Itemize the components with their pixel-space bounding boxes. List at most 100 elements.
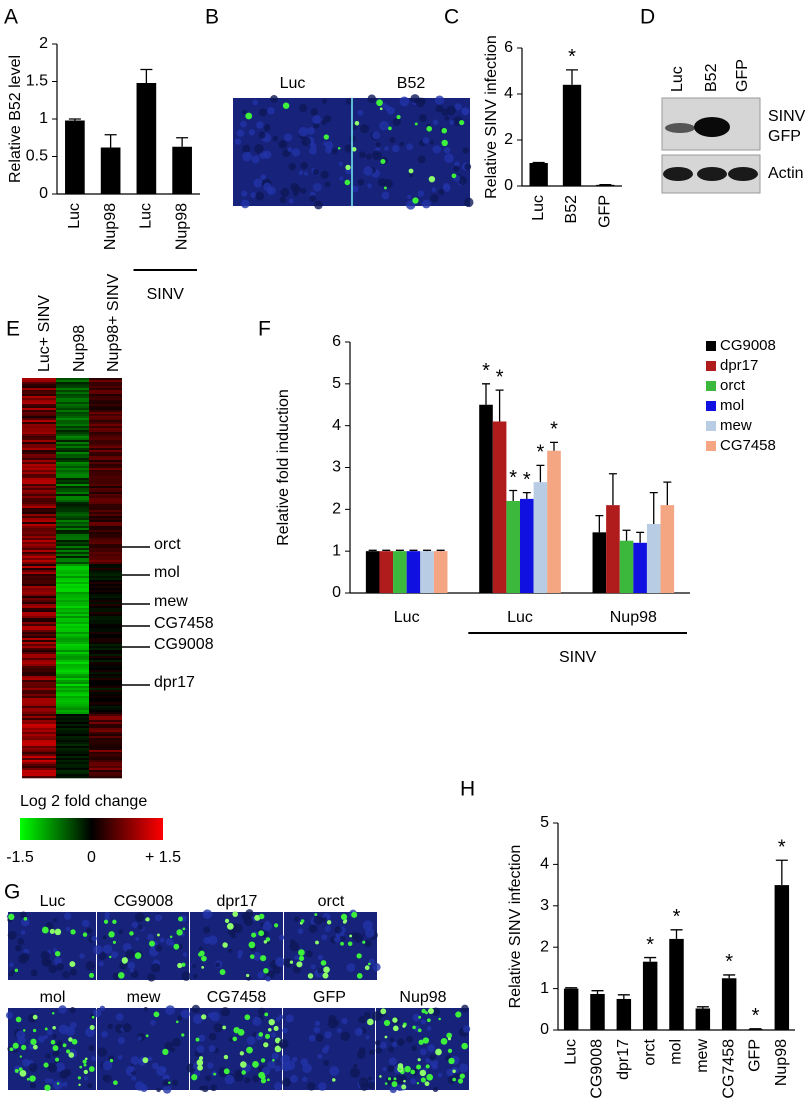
error-bar (104, 134, 117, 148)
nucleus (131, 921, 138, 928)
heatmap-cell (89, 686, 122, 689)
heatmap-cell (56, 568, 89, 571)
nucleus (449, 119, 455, 126)
infected-cell (50, 1039, 56, 1045)
heatmap-cell (22, 744, 56, 747)
heatmap-cell (22, 764, 56, 767)
nucleus (351, 185, 359, 193)
nucleus (299, 103, 308, 113)
heatmap-cell (56, 446, 89, 449)
nucleus (317, 954, 324, 961)
nucleus (122, 1023, 132, 1033)
heatmap-cell (89, 578, 122, 581)
heatmap-cell (56, 560, 89, 563)
x-tick-label: Nup98 (102, 203, 119, 250)
nucleus (430, 140, 435, 145)
heatmap-cell (89, 682, 122, 685)
nucleus (346, 963, 356, 972)
infected-cell (182, 927, 186, 931)
infected-cell (224, 918, 230, 923)
nucleus (430, 193, 439, 203)
nucleus (349, 1067, 360, 1078)
heatmap-cell (89, 520, 122, 523)
nucleus (11, 969, 16, 974)
x-tick-label: Luc (394, 609, 420, 626)
heatmap-cell (56, 724, 89, 727)
infected-cell (23, 916, 28, 921)
heatmap-cell (89, 404, 122, 407)
heatmap-cell (22, 602, 56, 605)
infected-cell (457, 1078, 464, 1084)
bar (590, 993, 605, 1030)
infected-cell (41, 926, 49, 934)
heatmap-cell (89, 748, 122, 751)
heatmap-cell (89, 382, 122, 385)
nucleus (240, 120, 247, 128)
gene-label: CG7458 (154, 615, 214, 632)
nucleus (165, 1005, 176, 1016)
image-label: GFP (313, 989, 346, 1006)
heatmap-cell (56, 676, 89, 679)
nucleus (245, 909, 254, 918)
heatmap-cell (56, 584, 89, 587)
heatmap-cell (56, 518, 89, 521)
infected-cell (70, 929, 76, 935)
nucleus (408, 173, 413, 178)
nucleus (99, 1005, 106, 1011)
heatmap-cell (89, 652, 122, 655)
heatmap-cell (22, 472, 56, 475)
heatmap-cell (22, 546, 56, 549)
heatmap-cell (22, 676, 56, 679)
heatmap-cell (22, 622, 56, 625)
nucleus (115, 1013, 124, 1021)
nucleus (313, 122, 320, 129)
infected-cell (30, 1038, 37, 1045)
heatmap-cell (22, 404, 56, 407)
heatmap-cell (56, 448, 89, 451)
heatmap-cell (22, 452, 56, 455)
heatmap-cell (56, 502, 89, 505)
heatmap-cell (22, 558, 56, 561)
heatmap-cell (56, 492, 89, 495)
heatmap-cell (89, 636, 122, 639)
heatmap-cell (56, 758, 89, 761)
nucleus (165, 938, 174, 946)
nucleus (379, 1041, 387, 1049)
heatmap-cell (22, 690, 56, 693)
heatmap-cell (89, 396, 122, 399)
heatmap-cell (89, 766, 122, 769)
infected-cell (384, 1082, 388, 1085)
heatmap-cell (89, 464, 122, 467)
nucleus (293, 916, 300, 922)
infected-cell (298, 955, 305, 961)
nucleus (270, 1032, 277, 1038)
nucleus (156, 1087, 161, 1093)
heatmap-cell (89, 402, 122, 405)
panel-letter: D (640, 6, 655, 29)
panel-letter: E (6, 318, 20, 341)
nucleus (334, 926, 342, 934)
heatmap-cell (22, 468, 56, 471)
infected-cell (397, 1063, 404, 1069)
error-bar (644, 956, 657, 962)
heatmap-cell (89, 574, 122, 577)
heatmap-cell (56, 638, 89, 641)
heatmap-cell (89, 392, 122, 395)
nucleus (110, 951, 119, 959)
heatmap-cell (22, 582, 56, 585)
heatmap-cell (22, 464, 56, 467)
heatmap-cell (89, 706, 122, 709)
nucleus (8, 962, 14, 968)
heatmap-cell (89, 662, 122, 665)
heatmap-cell (22, 672, 56, 675)
nucleus (368, 1049, 375, 1055)
heatmap-cell (89, 720, 122, 723)
x-tick-label: CG9008 (589, 1039, 606, 1098)
heatmap-cell (89, 410, 122, 413)
group-label: SINV (559, 649, 597, 666)
heatmap-cell (22, 760, 56, 763)
heatmap-cell (22, 728, 56, 731)
blot-band (663, 167, 693, 181)
nucleus (278, 1038, 289, 1049)
colorbar-tick-label: -1.5 (6, 849, 34, 866)
